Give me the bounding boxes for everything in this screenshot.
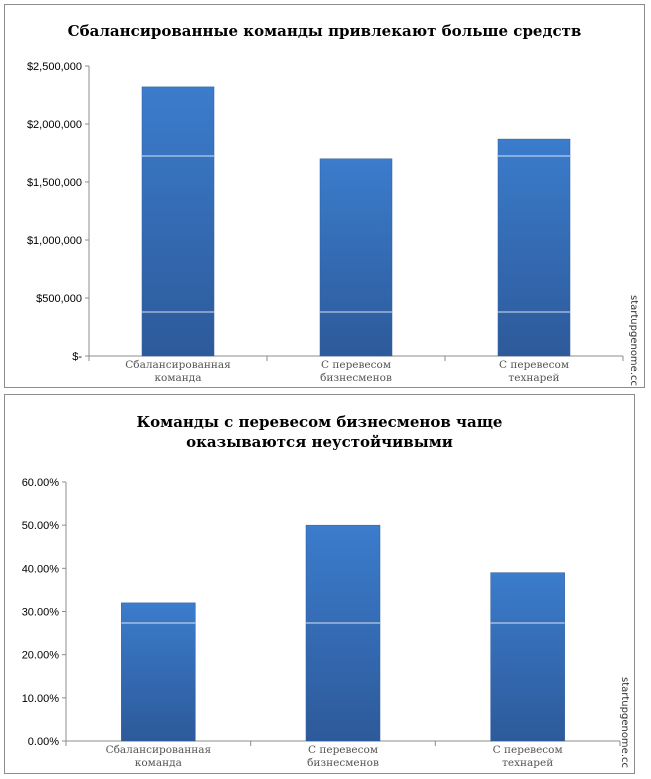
- bar: [305, 524, 381, 742]
- watermark: startupgenome.cc: [628, 295, 639, 387]
- x-category-label: технарей: [502, 757, 553, 769]
- chart-panel-funding: Сбалансированные команды привлекают боль…: [4, 4, 645, 388]
- y-tick-label: $2,000,000: [27, 119, 82, 131]
- x-category-label: бизнесменов: [307, 757, 379, 769]
- bar: [121, 602, 196, 742]
- bar: [319, 158, 393, 357]
- chart-title-line-2: оказываются неустойчивыми: [186, 433, 453, 451]
- x-category-label: С перевесом: [321, 359, 391, 371]
- x-category-label: С перевесом: [308, 744, 378, 756]
- instability-chart-plot: 0.00% 10.00% 20.00% 30.00% 40.00% 50.00% 60.00…: [22, 477, 621, 769]
- y-tick-label: $2,500,000: [27, 61, 82, 73]
- x-category-label: бизнесменов: [320, 372, 392, 384]
- x-category-label: технарей: [508, 372, 559, 384]
- chart-title: Сбалансированные команды привлекают боль…: [5, 21, 644, 41]
- y-tick-label: 20.00%: [22, 650, 60, 662]
- x-category-label: команда: [135, 757, 182, 769]
- y-tick-label: 60.00%: [22, 477, 60, 489]
- y-tick-label: $1,000,000: [27, 235, 82, 247]
- y-tick-label: $1,500,000: [27, 177, 82, 189]
- chart-panel-instability: Команды с перевесом бизнесменов чаще ока…: [4, 394, 635, 774]
- chart-title: Команды с перевесом бизнесменов чаще ока…: [5, 412, 634, 452]
- y-tick-label: 10.00%: [22, 693, 60, 705]
- y-tick-label: 30.00%: [22, 607, 60, 619]
- bar: [490, 572, 565, 742]
- y-tick-label: $-: [72, 351, 82, 363]
- funding-chart-plot: $- $500,000 $1,000,000 $1,500,000 $2,000,000…: [27, 61, 624, 384]
- x-category-label: команда: [154, 372, 201, 384]
- y-tick-label: 40.00%: [22, 563, 60, 575]
- bar: [497, 138, 571, 357]
- x-category-label: С перевесом: [499, 359, 569, 371]
- chart-title-line: Сбалансированные команды привлекают боль…: [67, 22, 582, 40]
- x-category-label: Сбалансированная: [106, 744, 212, 756]
- watermark: startupgenome.cc: [619, 677, 630, 769]
- bar: [141, 86, 215, 357]
- x-category-label: С перевесом: [493, 744, 563, 756]
- y-tick-label: 50.00%: [22, 520, 60, 532]
- x-category-label: Сбалансированная: [125, 359, 231, 371]
- y-tick-label: 0.00%: [28, 736, 59, 748]
- chart-title-line-1: Команды с перевесом бизнесменов чаще: [136, 413, 503, 431]
- y-tick-label: $500,000: [36, 293, 82, 305]
